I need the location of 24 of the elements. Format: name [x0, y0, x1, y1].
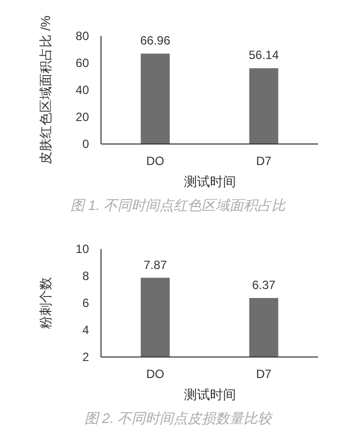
y-tick-label: 40: [76, 83, 90, 97]
y-tick-label: 60: [76, 56, 90, 70]
y-tick-label: 20: [76, 110, 90, 124]
y-tick-label: 80: [76, 29, 90, 43]
x-axis-title: 测试时间: [184, 174, 236, 189]
y-tick-label: 10: [76, 242, 90, 256]
y-axis-title: 皮肤红色区域面积占比 /%: [38, 15, 53, 164]
x-axis-title: 测试时间: [184, 387, 236, 402]
data-label: 66.96: [140, 34, 171, 48]
y-tick-label: 0: [82, 137, 90, 151]
caption: 图 1. 不同时间点红色区域面积占比: [70, 197, 287, 213]
x-tick-label: D7: [256, 154, 272, 168]
y-tick-label: 2: [82, 350, 90, 364]
caption: 图 2. 不同时间点皮损数量比较: [84, 410, 274, 426]
x-tick-label: DO: [146, 367, 164, 381]
x-tick-label: DO: [146, 154, 164, 168]
y-tick-label: 4: [82, 323, 90, 337]
data-label: 6.37: [252, 278, 276, 292]
data-label: 7.87: [144, 258, 168, 272]
y-tick-label: 6: [82, 296, 90, 310]
y-axis-title: 粉刺个数: [38, 277, 53, 329]
x-tick-label: D7: [256, 367, 272, 381]
data-label: 56.14: [248, 48, 280, 62]
y-tick-label: 8: [82, 269, 90, 283]
